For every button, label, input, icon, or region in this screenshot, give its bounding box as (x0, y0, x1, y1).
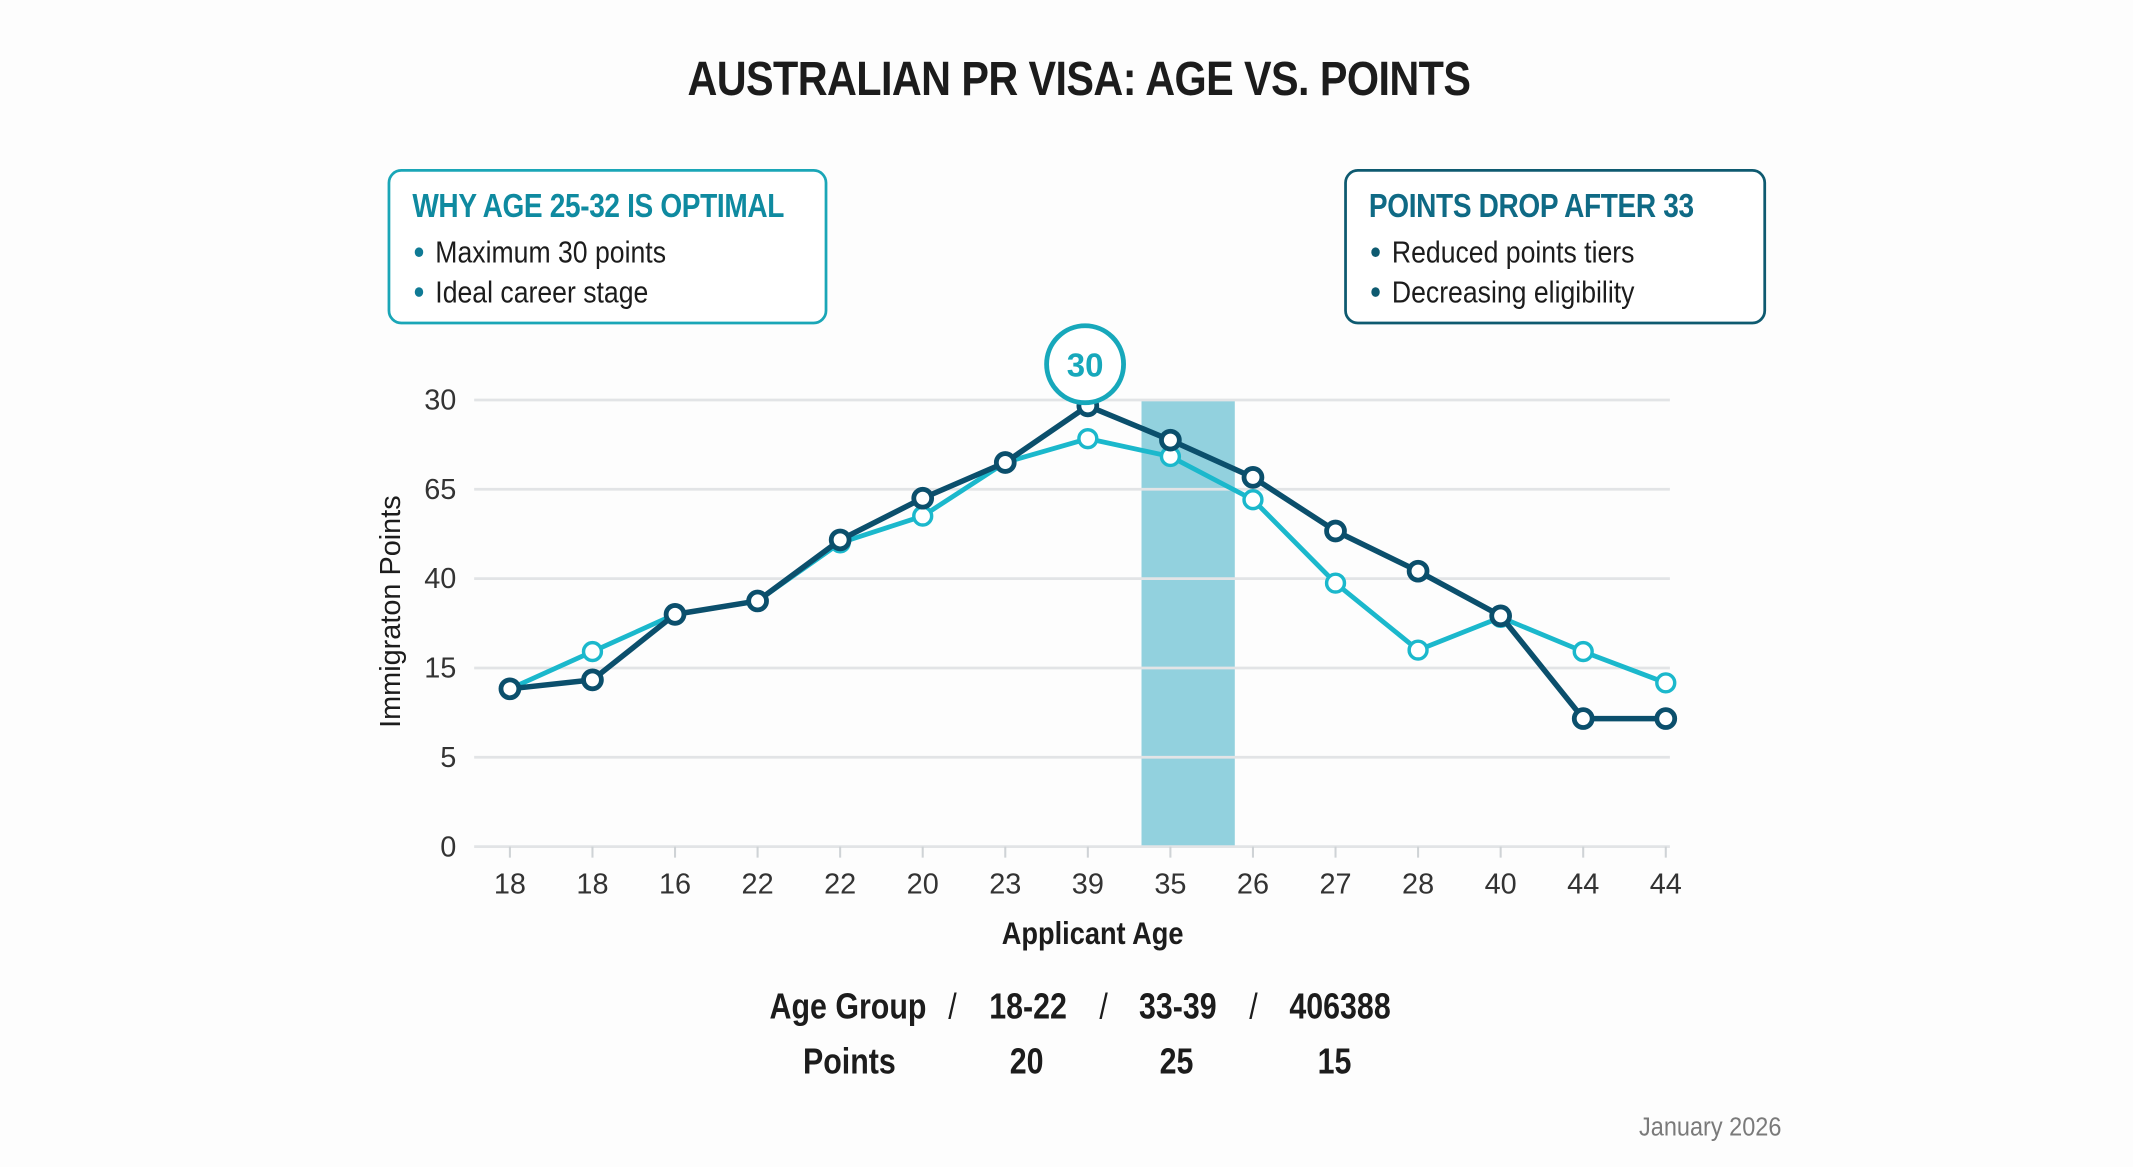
bullet-icon (414, 246, 424, 257)
callout-optimal-age: WHY AGE 25-32 IS OPTIMAL Maximum 30 poin… (387, 169, 828, 325)
y-tick-label: 5 (440, 742, 456, 774)
data-point (1489, 604, 1512, 628)
table-points-value: 25 (1159, 1040, 1194, 1082)
table-points-value: 20 (1009, 1040, 1044, 1082)
data-point (1655, 672, 1677, 694)
bullet-icon (1371, 246, 1380, 257)
y-tick-label: 30 (424, 385, 456, 417)
x-axis-label: Applicant Age (1002, 916, 1184, 951)
data-point (746, 589, 769, 613)
data-point (581, 640, 604, 663)
table-age-group: 18-22 (989, 985, 1067, 1027)
bullet-icon (414, 286, 424, 297)
series-line-1 (509, 403, 1666, 722)
data-point (993, 451, 1017, 474)
callout-bullet: Reduced points tiers (1369, 232, 1697, 272)
x-tick-label: 27 (1319, 868, 1351, 900)
callout-title: POINTS DROP AFTER 33 (1368, 188, 1694, 226)
callout-title: WHY AGE 25-32 IS OPTIMAL (412, 188, 785, 226)
data-point (498, 677, 522, 701)
peak-annotation-circle (1044, 323, 1126, 406)
callout-bullet: Maximum 30 points (412, 232, 755, 272)
y-tick-label: 65 (424, 474, 456, 506)
table-header-label: Age Group (769, 985, 927, 1027)
table-separator: / (948, 985, 957, 1027)
table-points-label: Points (802, 1040, 896, 1082)
data-point (1406, 559, 1430, 583)
x-tick-label: 18 (576, 868, 608, 900)
x-tick-label: 22 (742, 868, 774, 900)
x-tick-label: 22 (824, 868, 856, 900)
data-point (1572, 640, 1594, 663)
data-point (1654, 707, 1678, 730)
x-tick-label: 23 (989, 868, 1021, 900)
bullet-icon (1371, 286, 1380, 297)
data-point (912, 505, 934, 527)
y-tick-label: 15 (424, 653, 456, 685)
data-point (911, 486, 935, 510)
footer-date: January 2026 (1638, 1113, 1782, 1143)
series-line-2 (508, 436, 1667, 691)
x-tick-label: 40 (1485, 868, 1517, 900)
data-point (1077, 428, 1099, 450)
y-tick-label: 0 (440, 831, 456, 863)
x-tick-label: 20 (907, 868, 939, 900)
table-separator: / (1249, 985, 1258, 1027)
x-tick-label: 26 (1237, 868, 1269, 900)
callout-bullet: Ideal career stage (412, 272, 755, 312)
x-tick-label: 18 (494, 868, 526, 900)
table-points-value: 15 (1317, 1040, 1352, 1082)
x-tick-label: 44 (1567, 868, 1599, 900)
table-age-group: 33-39 (1139, 985, 1217, 1027)
data-point (828, 528, 852, 552)
x-tick-label: 44 (1650, 868, 1682, 900)
table-separator: / (1099, 985, 1108, 1027)
data-point (581, 668, 604, 692)
chart-title: AUSTRALIAN PR VISA: AGE VS. POINTS (687, 52, 1471, 106)
data-point (1159, 428, 1182, 452)
x-tick-label: 16 (659, 868, 691, 900)
table-age-group: 406388 (1289, 985, 1391, 1027)
highlight-band (1141, 399, 1235, 847)
data-point (1571, 707, 1595, 730)
data-point (1324, 572, 1347, 594)
y-axis-label: Immigraton Points (375, 495, 407, 728)
data-point (1241, 466, 1265, 489)
data-point (663, 603, 687, 626)
data-point (1324, 519, 1347, 543)
x-tick-label: 28 (1402, 868, 1434, 900)
callout-points-drop: POINTS DROP AFTER 33 Reduced points tier… (1344, 169, 1767, 325)
data-point (1242, 489, 1264, 511)
x-tick-label: 35 (1154, 868, 1186, 900)
data-point (1407, 639, 1429, 661)
x-tick-label: 39 (1072, 868, 1104, 900)
y-tick-label: 40 (424, 563, 456, 595)
peak-annotation-label: 30 (1067, 347, 1104, 384)
callout-bullet: Decreasing eligibility (1369, 272, 1697, 312)
